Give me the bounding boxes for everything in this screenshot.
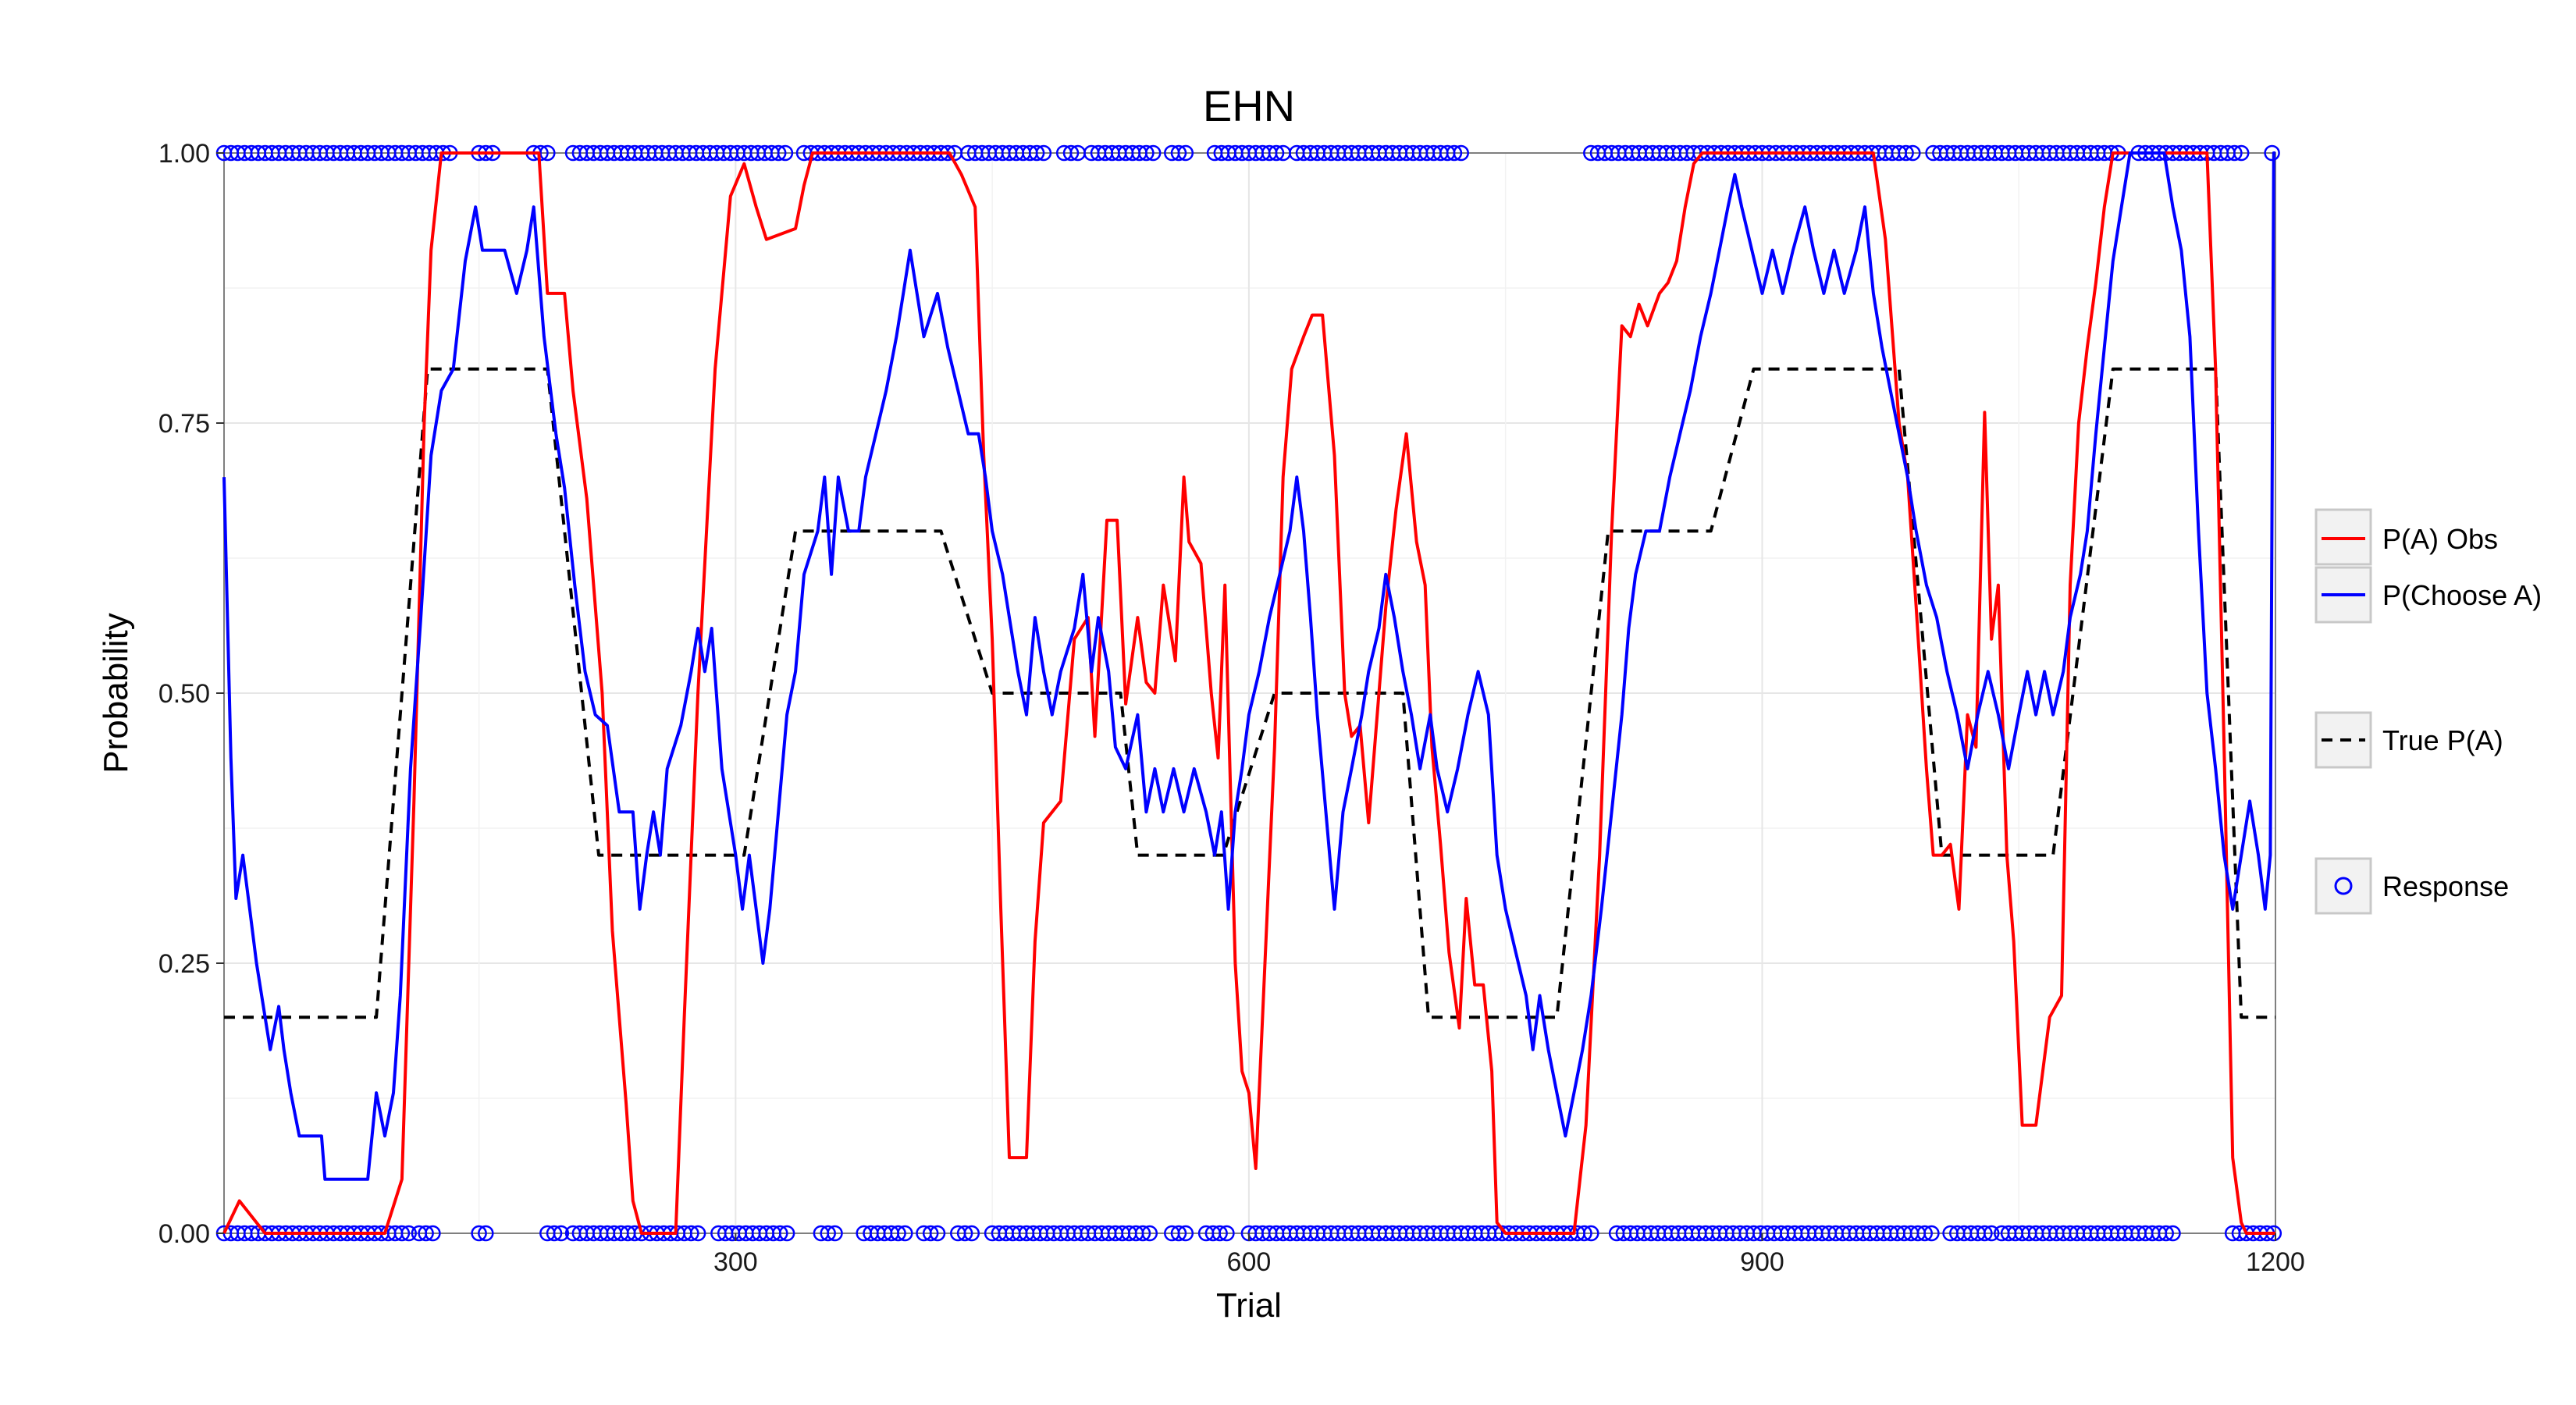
response-marker (897, 1225, 913, 1242)
response-marker (1062, 144, 1080, 162)
response-marker (2264, 144, 2280, 162)
y-tick-label: 0.00 (158, 1219, 210, 1249)
legend-label-response: Response (2382, 870, 2509, 902)
response-marker (777, 144, 794, 162)
x-axis-title: Trial (1216, 1286, 1282, 1325)
response-marker (1976, 1225, 1993, 1242)
y-axis-ticks: 0.00 0.25 0.50 0.75 1.00 (158, 139, 224, 1249)
response-marker (1212, 1225, 1228, 1242)
response-marker (890, 1225, 906, 1242)
response-marker (1983, 1225, 2000, 1242)
response-marker (425, 1225, 441, 1242)
response-marker (1177, 1225, 1194, 1242)
response-marker (689, 1225, 706, 1242)
legend-label-true: True P(A) (2382, 724, 2503, 756)
response-marker (1898, 144, 1914, 162)
response-marker (2226, 144, 2243, 162)
y-tick-label: 0.50 (158, 679, 210, 709)
response-marker (1916, 1225, 1933, 1242)
response-marker (770, 144, 787, 162)
x-tick-label: 600 (1227, 1247, 1272, 1277)
response-marker (1177, 144, 1194, 162)
response-marker (546, 1225, 563, 1242)
response-marker (772, 1225, 788, 1242)
response-marker (1028, 144, 1045, 162)
response-marker (1905, 144, 1921, 162)
y-tick-label: 1.00 (158, 139, 210, 169)
series-line-true-pa (224, 367, 2275, 1019)
x-tick-label: 1200 (2246, 1247, 2305, 1277)
response-marker (418, 1225, 434, 1242)
response-marker (400, 1225, 417, 1242)
response-marker (956, 1225, 973, 1242)
response-marker (827, 1225, 843, 1242)
response-marker (393, 1225, 411, 1242)
legend-label-choose: P(Choose A) (2382, 579, 2542, 611)
response-marker (1219, 1225, 1235, 1242)
y-axis-title: Probability (97, 613, 135, 773)
response-marker (1134, 1225, 1151, 1242)
legend-key-response (2334, 877, 2353, 895)
response-marker (820, 1225, 836, 1242)
legend-key-box-response (2314, 857, 2372, 915)
response-marker (1923, 1225, 1940, 1242)
response-marker (1268, 144, 1285, 162)
response-marker (683, 1225, 699, 1242)
response-marker (471, 1225, 487, 1242)
x-axis-ticks: 300 600 900 1200 (713, 1233, 2305, 1277)
response-marker (929, 1225, 946, 1242)
response-marker (1446, 144, 1463, 162)
response-marker (963, 1225, 980, 1242)
response-marker (1144, 144, 1162, 162)
y-tick-label: 0.75 (158, 409, 210, 439)
response-marker (2165, 1225, 2181, 1242)
response-marker (1453, 144, 1469, 162)
response-marker (478, 1225, 494, 1242)
series-lines (222, 151, 2275, 1235)
response-marker (922, 1225, 939, 1242)
response-marker (1583, 1225, 1599, 1242)
response-marker (1170, 144, 1187, 162)
chart-title: EHN (1203, 81, 1295, 130)
legend: P(A) Obs P(Choose A) True P(A) Response (2314, 508, 2542, 915)
response-marker (553, 1225, 570, 1242)
response-marker (2158, 1225, 2174, 1242)
response-marker (1576, 1225, 1592, 1242)
response-marker (1035, 144, 1052, 162)
response-marker (1138, 144, 1155, 162)
response-marker (778, 1225, 795, 1242)
response-marker (1170, 1225, 1187, 1242)
legend-label-obs: P(A) Obs (2382, 523, 2498, 555)
series-line-p-choose-a (222, 151, 2275, 1181)
x-tick-label: 300 (713, 1247, 758, 1277)
y-tick-label: 0.25 (158, 949, 210, 979)
response-marker (1141, 1225, 1158, 1242)
response-marker (2233, 144, 2250, 162)
series-line-pa-obs (222, 151, 2275, 1235)
x-tick-label: 900 (1740, 1247, 1784, 1277)
